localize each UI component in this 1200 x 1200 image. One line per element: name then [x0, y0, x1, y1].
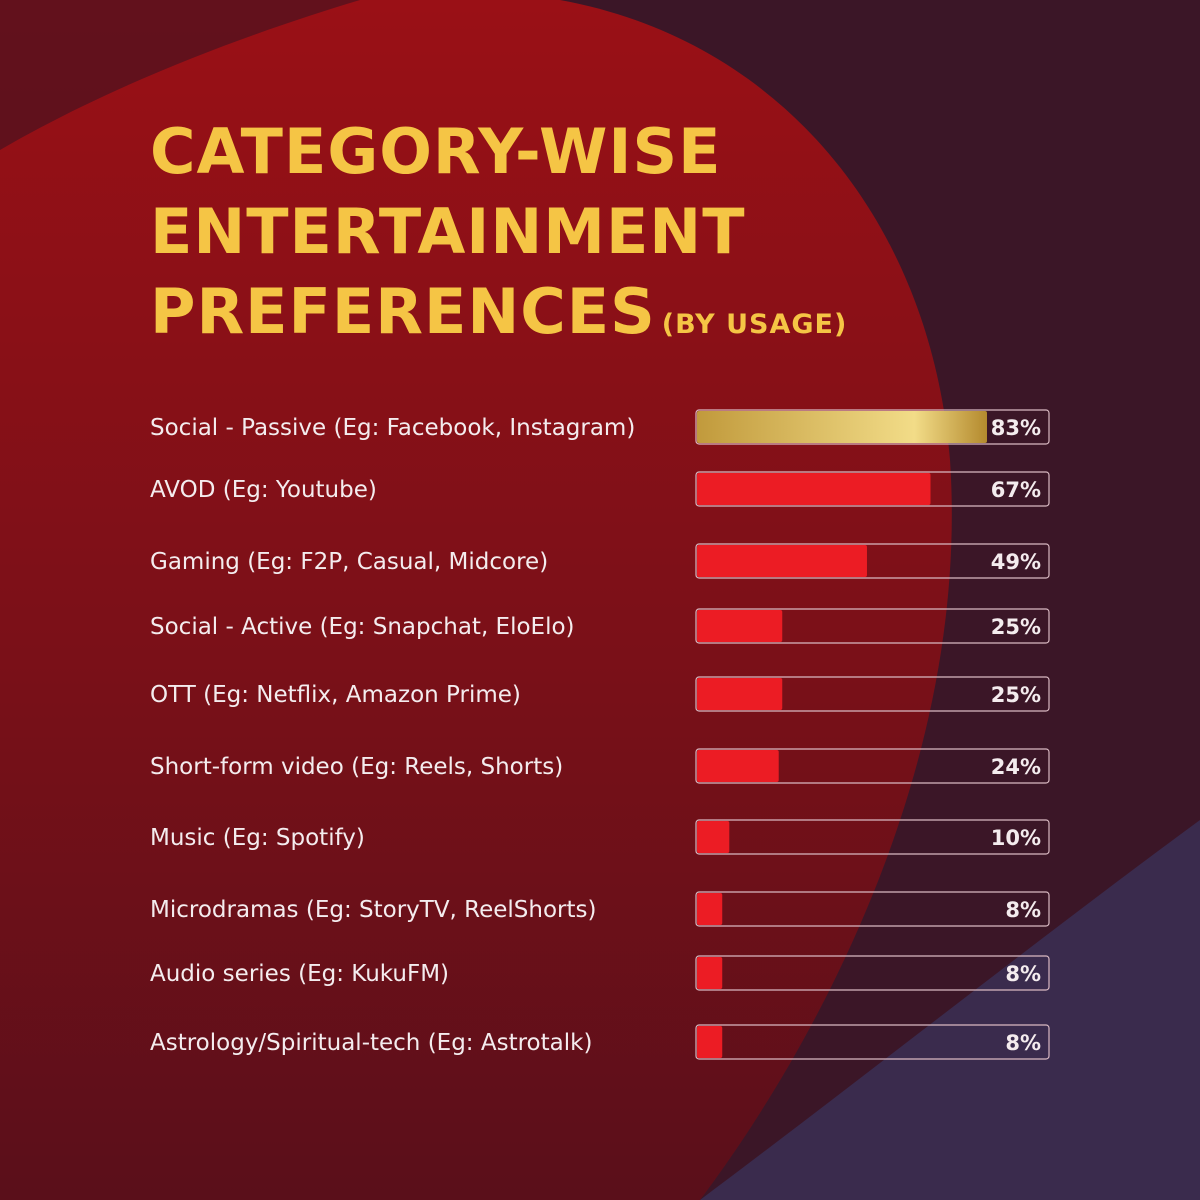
value-label: 25%: [991, 615, 1041, 639]
category-label: Audio series (Eg: KukuFM): [150, 961, 449, 987]
category-label: Music (Eg: Spotify): [150, 825, 365, 851]
bar-track: [695, 1024, 1050, 1060]
bar-row: AVOD (Eg: Youtube) 67%: [150, 471, 1050, 507]
value-label: 10%: [991, 826, 1041, 850]
bar: [697, 1026, 723, 1058]
title-line-1: CATEGORY-WISE: [150, 115, 722, 188]
bar: [697, 750, 779, 782]
category-label: Social - Passive (Eg: Facebook, Instagra…: [150, 415, 635, 441]
bar: [697, 411, 987, 443]
value-label: 25%: [991, 683, 1041, 707]
bar-row: Short-form video (Eg: Reels, Shorts) 24%: [150, 748, 1050, 784]
bar-track: [695, 543, 1050, 579]
bar-track: [695, 471, 1050, 507]
category-label: AVOD (Eg: Youtube): [150, 477, 377, 503]
bar: [697, 610, 783, 642]
value-label: 8%: [1005, 1031, 1041, 1055]
bar-row: Social - Passive (Eg: Facebook, Instagra…: [150, 409, 1050, 445]
bar: [697, 678, 783, 710]
value-label: 8%: [1005, 898, 1041, 922]
category-label: Social - Active (Eg: Snapchat, EloElo): [150, 614, 575, 640]
category-label: Microdramas (Eg: StoryTV, ReelShorts): [150, 897, 597, 923]
bar-row: OTT (Eg: Netflix, Amazon Prime) 25%: [150, 676, 1050, 712]
bar-track: [695, 748, 1050, 784]
bar-row: Audio series (Eg: KukuFM) 8%: [150, 955, 1050, 991]
chart-title: CATEGORY-WISE ENTERTAINMENT PREFERENCES(…: [150, 112, 847, 365]
bar-track: [695, 409, 1050, 445]
bar: [697, 893, 723, 925]
bar-row: Astrology/Spiritual-tech (Eg: Astrotalk)…: [150, 1024, 1050, 1060]
bar-track: [695, 676, 1050, 712]
bar-row: Gaming (Eg: F2P, Casual, Midcore) 49%: [150, 543, 1050, 579]
bar-track: [695, 955, 1050, 991]
bar-row: Music (Eg: Spotify) 10%: [150, 819, 1050, 855]
value-label: 67%: [991, 478, 1041, 502]
bar: [697, 821, 730, 853]
value-label: 49%: [991, 550, 1041, 574]
bar: [697, 545, 867, 577]
value-label: 24%: [991, 755, 1041, 779]
value-label: 8%: [1005, 962, 1041, 986]
title-line-2: ENTERTAINMENT: [150, 195, 746, 268]
bottom-right-navy-shape: [700, 820, 1200, 1200]
bar: [697, 473, 931, 505]
top-left-dark-shape: [0, 0, 360, 150]
bar-track: [695, 891, 1050, 927]
category-label: Astrology/Spiritual-tech (Eg: Astrotalk): [150, 1030, 592, 1056]
title-line-3-text: PREFERENCES: [150, 275, 656, 348]
bar-row: Microdramas (Eg: StoryTV, ReelShorts) 8%: [150, 891, 1050, 927]
chart-subtitle: (BY USAGE): [661, 309, 848, 340]
bar-track: [695, 819, 1050, 855]
bar-row: Social - Active (Eg: Snapchat, EloElo) 25…: [150, 608, 1050, 644]
category-label: Short-form video (Eg: Reels, Shorts): [150, 754, 563, 780]
title-line-3: PREFERENCES (BY USAGE): [150, 272, 847, 365]
bar: [697, 957, 723, 989]
category-label: OTT (Eg: Netflix, Amazon Prime): [150, 682, 521, 708]
bar-track: [695, 608, 1050, 644]
value-label: 83%: [991, 416, 1041, 440]
category-label: Gaming (Eg: F2P, Casual, Midcore): [150, 549, 548, 575]
